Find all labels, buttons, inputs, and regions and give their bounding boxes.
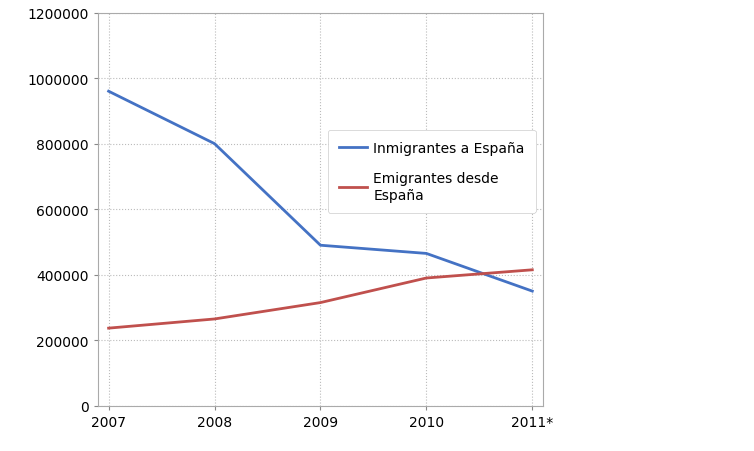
Line: Emigrantes desde
España: Emigrantes desde España	[109, 270, 532, 328]
Emigrantes desde
España	[316, 300, 325, 306]
Line: Inmigrantes a España: Inmigrantes a España	[109, 92, 532, 291]
Inmigrantes a España	[104, 89, 113, 95]
Emigrantes desde
España	[104, 326, 113, 331]
Inmigrantes a España	[210, 142, 219, 147]
Emigrantes desde
España	[210, 317, 219, 322]
Legend: Inmigrantes a España, Emigrantes desde
España: Inmigrantes a España, Emigrantes desde E…	[328, 130, 536, 213]
Inmigrantes a España	[421, 251, 431, 257]
Emigrantes desde
España	[528, 267, 537, 273]
Emigrantes desde
España	[421, 276, 431, 281]
Inmigrantes a España	[528, 289, 537, 294]
Inmigrantes a España	[316, 243, 325, 249]
